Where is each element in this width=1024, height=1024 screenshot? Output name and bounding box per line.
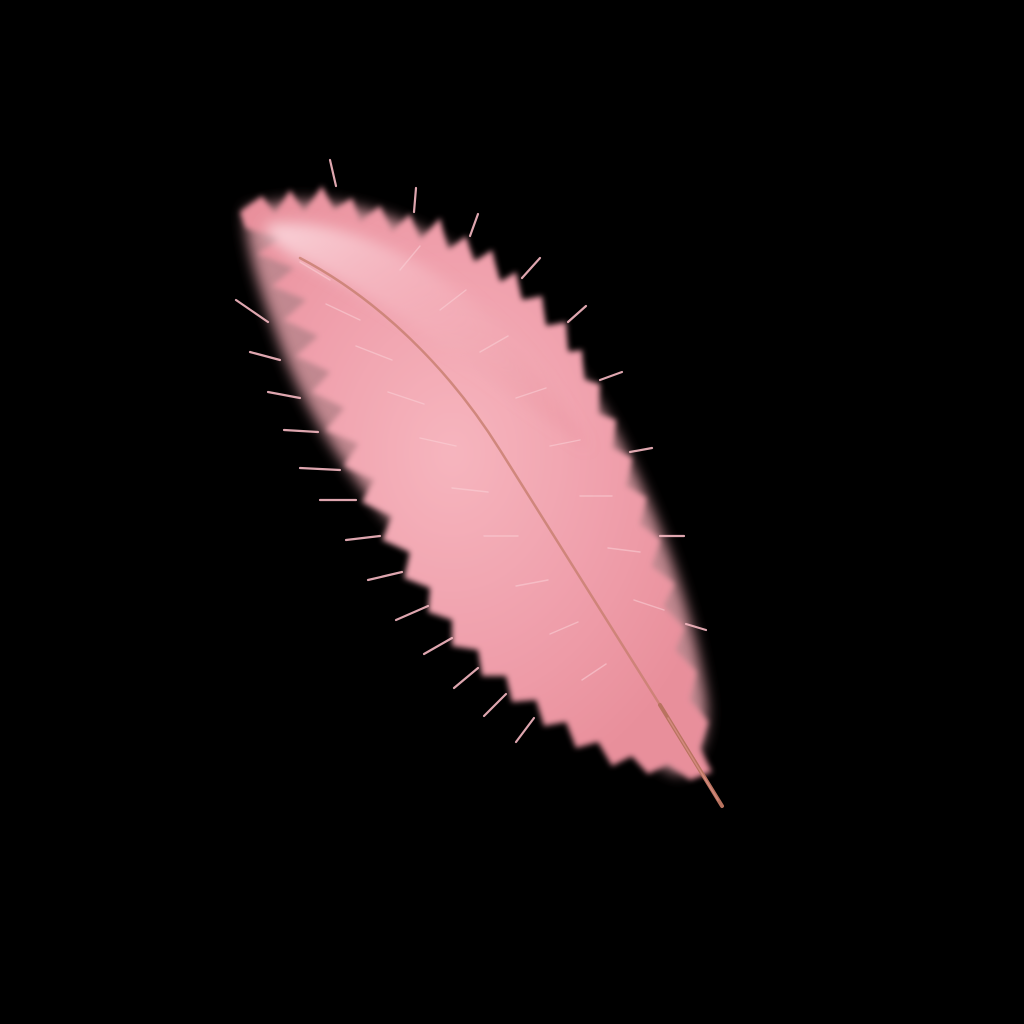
feather-quill: [658, 703, 724, 808]
feather-sheen: [265, 223, 590, 450]
feather-rachis: [298, 256, 662, 707]
feather-plume: [240, 186, 712, 780]
feather-barbs: [234, 158, 708, 744]
feather-texture: [299, 245, 665, 681]
